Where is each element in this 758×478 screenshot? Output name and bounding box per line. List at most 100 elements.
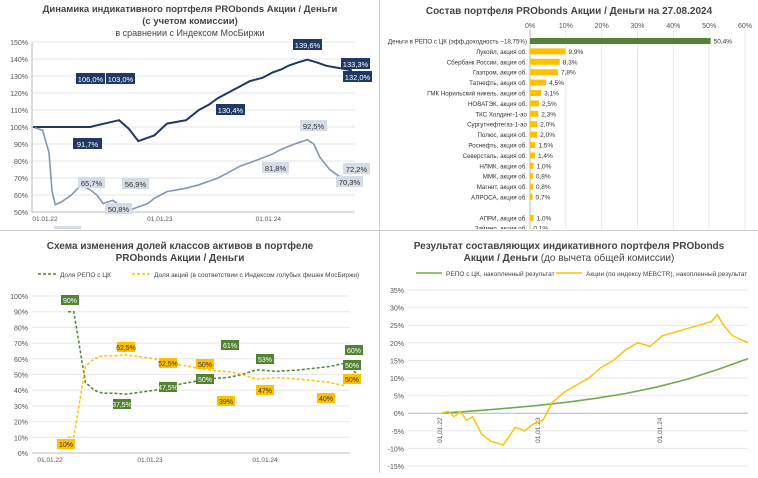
chart3-svg: Схема изменения долей классов активов в … xyxy=(0,231,378,473)
bar-stock xyxy=(530,194,533,200)
category-label: Татнефть, акция об. xyxy=(469,80,527,87)
series-line-stocks-result xyxy=(442,315,748,445)
y-tick-label: 10% xyxy=(390,376,404,383)
value-label: 50,4% xyxy=(714,39,733,46)
bar-stock xyxy=(530,90,541,96)
value-label: 1,5% xyxy=(538,143,553,150)
category-label: ГМК Норильский никель, акция об. xyxy=(427,91,527,98)
y-tick-label: 70% xyxy=(14,176,28,183)
data-label-moex-index: 81,8% xyxy=(265,164,287,173)
category-label: АЛРОСА, акция об. xyxy=(471,195,527,202)
category-label: Сбербанк России, акция об. xyxy=(447,59,528,66)
x-tick-label: 01.01.23 xyxy=(147,216,173,223)
data-label-probonds: 103,0% xyxy=(108,75,134,84)
y-tick-label: 70% xyxy=(14,341,28,348)
chart-asset-class-shares: Схема изменения долей классов активов в … xyxy=(0,231,378,473)
y-tick-label: 60% xyxy=(14,357,28,364)
category-label: ММК, акция об. xyxy=(483,174,528,181)
x-tick-label: 01.01.22 xyxy=(37,457,63,464)
legend-label-repo-result: РЕПО с ЦК, накопленный результат xyxy=(446,270,555,278)
bar-stock xyxy=(530,100,539,106)
chart4-title-2-bold: Акции / Деньги xyxy=(464,253,538,264)
chart4-title-2-normal: (до вычета общей комиссии) xyxy=(538,252,674,264)
data-label-probonds: 91,7% xyxy=(77,140,99,149)
y-tick-label: 50% xyxy=(14,373,28,380)
x-tick-label: 01.01.24 xyxy=(657,417,664,443)
bar-stock xyxy=(530,184,533,190)
x-tick-label: 20% xyxy=(595,23,609,30)
data-label-moex-index: 54,3% xyxy=(57,228,79,229)
data-label-moex-index: 70,3% xyxy=(339,178,361,187)
data-label-repo-share: 47,5% xyxy=(158,385,178,392)
value-label: 1,0% xyxy=(537,215,552,222)
value-label: 2,0% xyxy=(540,132,555,139)
data-label-stock-share: 47% xyxy=(258,388,272,395)
chart4-title: Результат составляющих индикативного пор… xyxy=(414,240,725,252)
value-label: 8,3% xyxy=(563,59,578,66)
data-label-repo-share: 61% xyxy=(223,343,237,350)
x-tick-label: 30% xyxy=(630,23,644,30)
data-label-probonds: 106,0% xyxy=(78,75,104,84)
value-label: 1,4% xyxy=(538,153,553,160)
data-label-probonds: 133,3% xyxy=(343,60,369,69)
chart-portfolio-composition: Состав портфеля PRObonds Акции / Деньги … xyxy=(380,0,758,229)
value-label: 3,1% xyxy=(544,91,559,98)
y-tick-label: 35% xyxy=(390,288,404,295)
value-label: 0,8% xyxy=(536,174,551,181)
bar-stock xyxy=(530,80,546,86)
value-label: 2,0% xyxy=(540,122,555,129)
y-tick-label: -15% xyxy=(388,464,404,471)
category-label: Лукойл, акция об. xyxy=(476,49,527,56)
bar-stock xyxy=(530,121,537,127)
data-label-stock-share: 10% xyxy=(59,442,73,449)
value-label: 9,9% xyxy=(568,49,583,56)
category-label: Займер, акция об. xyxy=(475,226,527,229)
category-label: Газпром, акция об. xyxy=(473,70,527,77)
category-label: НОВАТЭК, акция об. xyxy=(468,101,527,108)
series-line-repo-result xyxy=(442,359,748,414)
chart4-svg: Результат составляющих индикативного пор… xyxy=(380,231,758,473)
value-label: 7,8% xyxy=(561,70,576,77)
y-tick-label: 5% xyxy=(394,394,404,401)
data-label-stock-share: 40% xyxy=(319,396,333,403)
y-tick-label: 130% xyxy=(10,74,28,81)
legend-label-stocks-result: Акции (по индексу MEBCTR), накопленный р… xyxy=(586,270,747,278)
y-tick-label: 80% xyxy=(14,159,28,166)
y-tick-label: 20% xyxy=(14,420,28,427)
y-tick-label: 0% xyxy=(18,451,28,458)
category-label: Роснефть, акция об. xyxy=(468,143,527,150)
category-label: ТКС Холдинг-1-ао xyxy=(475,111,527,118)
data-label-repo-share: 60% xyxy=(347,348,361,355)
bar-stock xyxy=(530,48,565,54)
bar-stock xyxy=(530,111,538,117)
bar-stock xyxy=(530,142,535,148)
y-tick-label: 120% xyxy=(10,91,28,98)
data-label-repo-share: 53% xyxy=(258,357,272,364)
bar-cash xyxy=(530,38,711,44)
data-label-probonds: 132,0% xyxy=(345,73,371,82)
value-label: 2,5% xyxy=(542,101,557,108)
data-label-repo-share: 50% xyxy=(198,377,212,384)
data-label-moex-index: 72,2% xyxy=(346,165,368,174)
y-tick-label: 80% xyxy=(14,325,28,332)
bar-stock xyxy=(530,132,537,138)
x-tick-label: 40% xyxy=(666,23,680,30)
category-label: Магнит, акция об. xyxy=(477,184,528,191)
chart-component-results: Результат составляющих индикативного пор… xyxy=(380,231,758,473)
chart4-title-2: Акции / Деньги (до вычета общей комиссии… xyxy=(464,252,675,264)
category-label: Северсталь, акция об. xyxy=(462,153,527,160)
y-tick-label: 15% xyxy=(390,358,404,365)
data-label-moex-index: 65,7% xyxy=(81,179,103,188)
category-label: Сургутнефтегаз-1-ао xyxy=(467,122,527,129)
y-tick-label: 90% xyxy=(14,310,28,317)
chart3-title: Схема изменения долей классов активов в … xyxy=(47,240,314,252)
x-tick-label: 01.01.24 xyxy=(256,216,282,223)
chart2-svg: Состав портфеля PRObonds Акции / Деньги … xyxy=(380,0,758,229)
chart1-title: Динамика индикативного портфеля PRObonds… xyxy=(43,4,338,15)
chart2-title: Состав портфеля PRObonds Акции / Деньги … xyxy=(426,5,713,17)
data-label-repo-share: 90% xyxy=(63,298,77,305)
y-tick-label: 150% xyxy=(10,40,28,47)
y-tick-label: 30% xyxy=(14,404,28,411)
bar-stock xyxy=(530,215,534,221)
y-tick-label: -5% xyxy=(392,429,404,436)
